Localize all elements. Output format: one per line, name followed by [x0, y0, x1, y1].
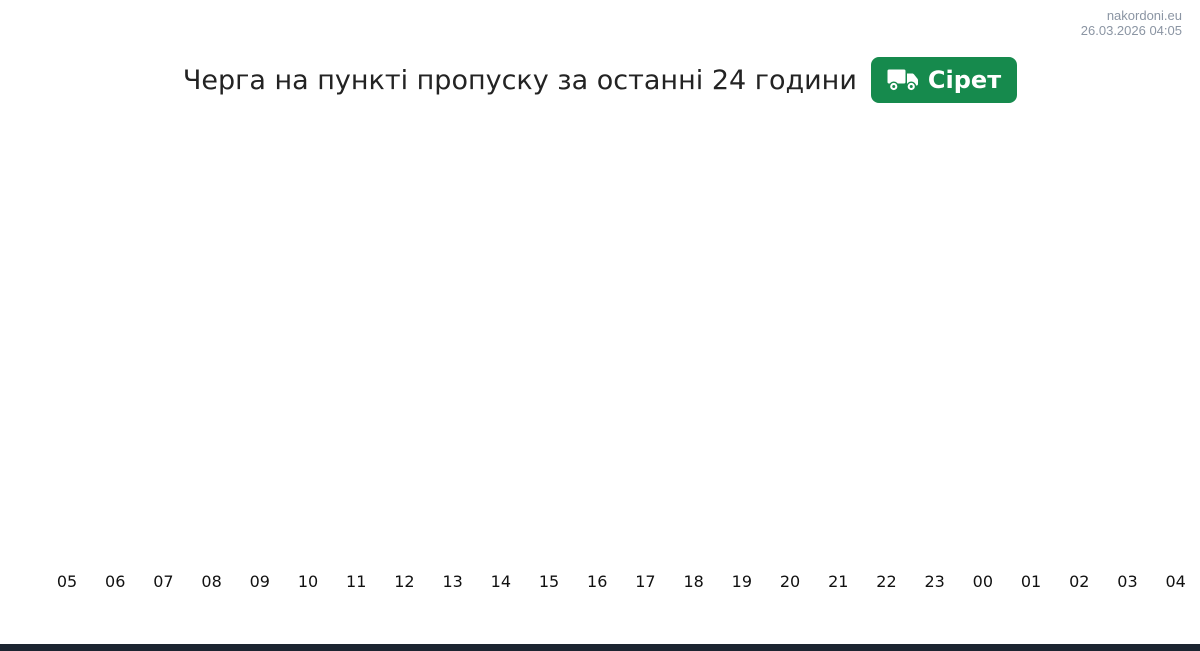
x-axis-tick-label: 12 — [394, 572, 415, 591]
x-axis-tick-label: 18 — [683, 572, 704, 591]
x-axis-tick-label: 10 — [297, 572, 319, 591]
x-axis-tick-label: 21 — [828, 572, 849, 591]
x-axis-tick-label: 09 — [249, 572, 270, 591]
x-axis-tick-label: 15 — [538, 572, 560, 591]
checkpoint-button-label: Сірет — [927, 66, 1002, 94]
x-axis-tick-label: 20 — [779, 572, 801, 591]
watermark: nakordoni.eu 26.03.2026 04:05 — [1081, 8, 1182, 38]
x-axis-tick-label: 23 — [924, 572, 945, 591]
x-axis-tick-label: 06 — [105, 572, 126, 591]
x-axis-labels: 05 06 07 08 09 10 11 12 13 14 15 16 17 18 19 20 21 22 23 00… — [55, 572, 1188, 591]
x-axis-tick-label: 07 — [153, 572, 174, 591]
x-axis-tick-label: 19 — [731, 572, 753, 591]
x-axis-tick-label: 13 — [442, 572, 463, 591]
x-axis-tick-label: 05 — [56, 572, 78, 591]
x-axis-tick-label: 02 — [1069, 572, 1090, 591]
chart-plot-area — [40, 115, 1160, 560]
footer-bar — [0, 644, 1200, 651]
x-axis-tick-label: 22 — [876, 572, 897, 591]
x-axis-tick-label: 00 — [972, 572, 994, 591]
x-axis-tick-label: 11 — [346, 572, 367, 591]
x-axis-tick-label: 17 — [635, 572, 656, 591]
chart-header: Черга на пункті пропуску за останні 24 г… — [0, 56, 1200, 104]
x-axis-tick-label: 01 — [1020, 572, 1042, 591]
watermark-site: nakordoni.eu — [1106, 8, 1182, 23]
x-axis-tick-label: 03 — [1117, 572, 1138, 591]
x-axis-tick-label: 08 — [201, 572, 222, 591]
x-axis-tick-label: 04 — [1165, 572, 1186, 591]
x-axis-tick-label: 16 — [587, 572, 608, 591]
x-axis-tick-label: 14 — [490, 572, 511, 591]
truck-icon — [887, 67, 919, 93]
watermark-datetime: 26.03.2026 04:05 — [1080, 23, 1182, 38]
checkpoint-button[interactable]: Сірет — [870, 57, 1018, 103]
chart-title: Черга на пункті пропуску за останні 24 г… — [182, 64, 857, 96]
